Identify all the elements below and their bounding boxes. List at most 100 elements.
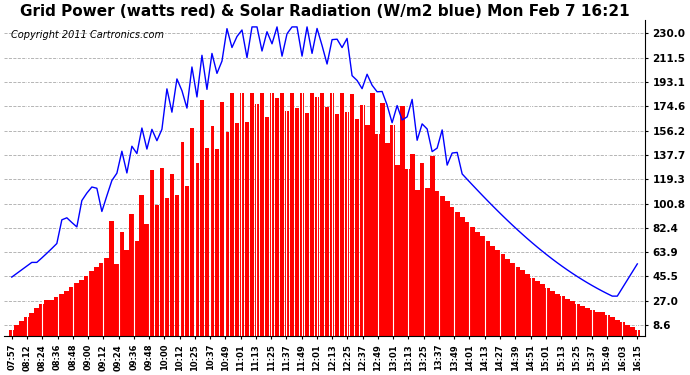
Bar	[450, 207, 455, 336]
Bar	[230, 93, 235, 336]
Bar	[70, 287, 75, 336]
Bar	[480, 236, 484, 336]
Bar	[550, 291, 555, 336]
Bar	[115, 264, 119, 336]
Text: Copyright 2011 Cartronics.com: Copyright 2011 Cartronics.com	[10, 30, 164, 40]
Bar	[99, 262, 104, 336]
Bar	[64, 291, 69, 336]
Bar	[199, 100, 204, 336]
Bar	[505, 259, 510, 336]
Bar	[190, 128, 195, 336]
Bar	[34, 308, 39, 336]
Bar	[570, 302, 575, 336]
Bar	[345, 112, 350, 336]
Bar	[79, 280, 84, 336]
Bar	[39, 304, 44, 336]
Bar	[535, 281, 540, 336]
Bar	[435, 191, 440, 336]
Bar	[510, 262, 515, 336]
Bar	[485, 241, 490, 336]
Bar	[610, 317, 615, 336]
Bar	[335, 114, 339, 336]
Bar	[580, 306, 584, 336]
Bar	[19, 321, 24, 336]
Bar	[44, 300, 49, 336]
Bar	[159, 168, 164, 336]
Bar	[215, 149, 219, 336]
Bar	[545, 288, 550, 336]
Bar	[620, 322, 624, 336]
Bar	[470, 227, 475, 336]
Bar	[465, 222, 470, 336]
Bar	[390, 125, 395, 336]
Bar	[50, 300, 55, 336]
Bar	[24, 317, 29, 336]
Bar	[259, 93, 264, 336]
Bar	[255, 104, 259, 336]
Bar	[304, 113, 309, 336]
Bar	[560, 296, 564, 336]
Bar	[59, 294, 64, 336]
Bar	[400, 106, 404, 336]
Bar	[315, 97, 319, 336]
Title: Grid Power (watts red) & Solar Radiation (W/m2 blue) Mon Feb 7 16:21: Grid Power (watts red) & Solar Radiation…	[20, 4, 629, 19]
Bar	[595, 312, 600, 336]
Bar	[405, 170, 410, 336]
Bar	[625, 325, 630, 336]
Bar	[224, 132, 229, 336]
Bar	[475, 232, 480, 336]
Bar	[355, 120, 359, 336]
Bar	[130, 214, 135, 336]
Bar	[104, 258, 109, 336]
Bar	[204, 147, 209, 336]
Bar	[585, 308, 590, 336]
Bar	[615, 320, 620, 336]
Bar	[385, 143, 390, 336]
Bar	[370, 93, 375, 336]
Bar	[635, 330, 640, 336]
Bar	[324, 106, 329, 336]
Bar	[575, 304, 580, 336]
Bar	[75, 284, 79, 336]
Bar	[139, 195, 144, 336]
Bar	[590, 310, 595, 336]
Bar	[600, 312, 604, 336]
Bar	[425, 188, 430, 336]
Bar	[164, 198, 169, 336]
Bar	[55, 297, 59, 336]
Bar	[555, 294, 560, 336]
Bar	[350, 94, 355, 336]
Bar	[319, 93, 324, 336]
Bar	[520, 270, 524, 336]
Bar	[219, 102, 224, 336]
Bar	[380, 103, 384, 336]
Bar	[420, 163, 424, 336]
Bar	[295, 108, 299, 336]
Bar	[430, 156, 435, 336]
Bar	[530, 278, 535, 336]
Bar	[235, 123, 239, 336]
Bar	[565, 299, 570, 336]
Bar	[410, 154, 415, 336]
Bar	[179, 142, 184, 336]
Bar	[339, 93, 344, 336]
Bar	[630, 327, 635, 336]
Bar	[30, 313, 34, 336]
Bar	[210, 126, 215, 336]
Bar	[365, 124, 370, 336]
Bar	[244, 122, 249, 336]
Bar	[170, 174, 175, 336]
Bar	[455, 212, 460, 336]
Bar	[135, 242, 139, 336]
Bar	[359, 105, 364, 336]
Bar	[124, 250, 129, 336]
Bar	[525, 274, 530, 336]
Bar	[239, 93, 244, 336]
Bar	[310, 93, 315, 336]
Bar	[440, 196, 444, 336]
Bar	[495, 250, 500, 336]
Bar	[275, 98, 279, 336]
Bar	[264, 117, 269, 336]
Bar	[175, 195, 179, 336]
Bar	[150, 170, 155, 336]
